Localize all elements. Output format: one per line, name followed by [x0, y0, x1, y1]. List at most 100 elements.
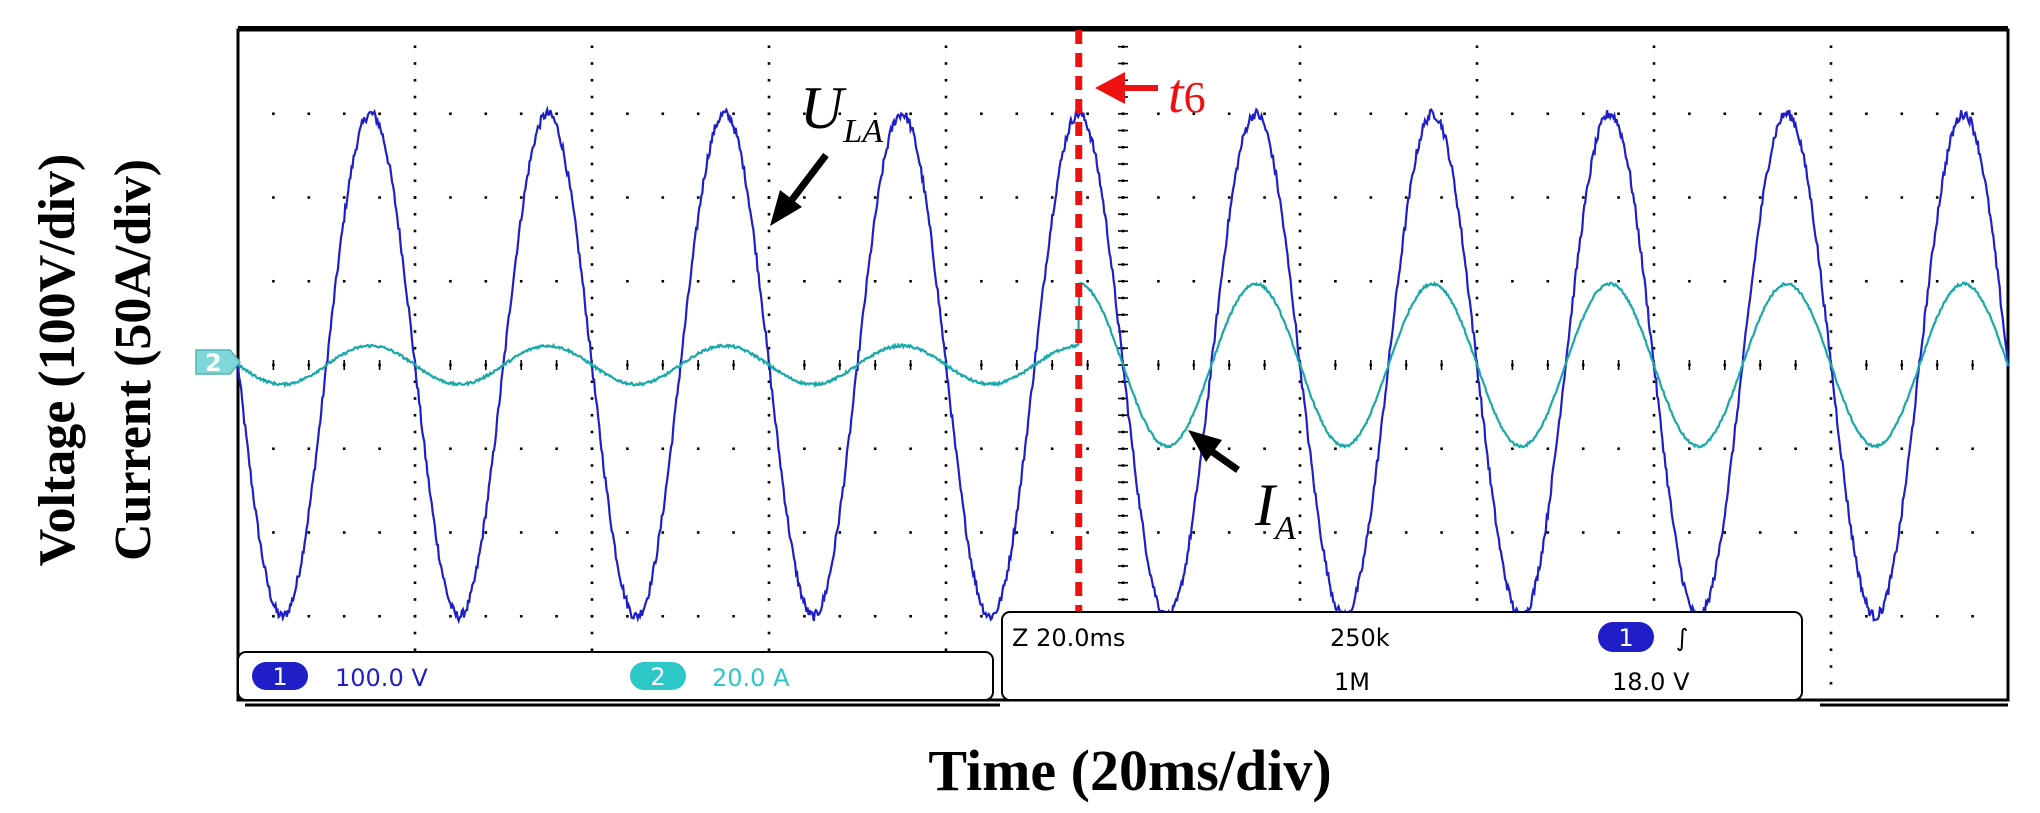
grid-dot-vertical: [590, 413, 594, 417]
grid-dot-horizontal: [1511, 447, 1514, 451]
grid-dot-horizontal: [1440, 447, 1443, 451]
grid-dot-vertical: [590, 581, 594, 585]
y-axis-label: Voltage (100V/div) Current (50A/div): [29, 154, 162, 567]
grid-dot-horizontal: [1581, 531, 1585, 534]
grid-dot-horizontal: [661, 531, 665, 534]
grid-dot-horizontal: [1546, 447, 1550, 451]
grid-dot-vertical: [1829, 598, 1833, 601]
grid-dot-horizontal: [1971, 614, 1974, 618]
grid-dot-horizontal: [555, 447, 558, 451]
grid-dot-horizontal: [626, 447, 629, 451]
grid-dot-horizontal: [1829, 112, 1833, 116]
grid-dot-horizontal: [484, 614, 488, 618]
grid-dot-vertical: [1475, 263, 1479, 266]
grid-dot-horizontal: [449, 279, 452, 283]
grid-dot-horizontal: [980, 112, 983, 116]
grid-dot-vertical: [1829, 212, 1833, 216]
grid-dot-horizontal: [1263, 196, 1266, 199]
grid-dot-vertical: [1475, 95, 1479, 99]
grid-dot-vertical: [1652, 95, 1656, 99]
grid-dot-horizontal: [1581, 447, 1585, 451]
grid-dot-horizontal: [1511, 196, 1514, 199]
grid-dot-vertical: [1829, 631, 1833, 635]
grid-dot-vertical: [590, 296, 594, 300]
grid-dot-horizontal: [909, 447, 912, 451]
grid-dot-horizontal: [696, 112, 700, 116]
grid-dot-vertical: [413, 631, 417, 635]
grid-dot-vertical: [1298, 78, 1302, 82]
grid-dot-horizontal: [590, 447, 594, 451]
grid-dot-vertical: [1652, 598, 1656, 601]
grid-dot-horizontal: [1652, 279, 1656, 283]
grid-dot-vertical: [413, 313, 417, 317]
grid-dot-vertical: [1475, 246, 1479, 250]
grid-dot-horizontal: [1440, 279, 1443, 283]
ch1-badge: [252, 662, 308, 690]
grid-dot-vertical: [1829, 648, 1833, 652]
grid-dot-horizontal: [1157, 196, 1160, 199]
grid-dot-horizontal: [1263, 447, 1266, 451]
grid-dot-vertical: [767, 212, 771, 216]
grid-dot-vertical: [590, 95, 594, 99]
grid-dot-horizontal: [1829, 447, 1833, 451]
grid-dot-vertical: [1475, 497, 1479, 501]
grid-dot-horizontal: [413, 112, 417, 116]
grid-dot-vertical: [590, 162, 594, 166]
grid-dot-vertical: [1652, 62, 1656, 65]
grid-dot-horizontal: [1475, 112, 1479, 116]
grid-dot-horizontal: [1334, 196, 1337, 199]
grid-dot-horizontal: [272, 614, 275, 618]
grid-dot-horizontal: [1440, 196, 1443, 199]
grid-dot-horizontal: [272, 196, 275, 199]
grid-dot-horizontal: [449, 614, 452, 618]
grid-dot-vertical: [767, 397, 771, 400]
grid-dot-horizontal: [1652, 447, 1656, 451]
trigger-channel-label: 1: [1618, 624, 1633, 652]
grid-dot-horizontal: [1015, 279, 1019, 283]
grid-dot-vertical: [944, 581, 948, 585]
grid-dot-vertical: [590, 179, 594, 183]
grid-dot-horizontal: [1688, 447, 1691, 451]
grid-dot-horizontal: [342, 279, 346, 283]
grid-dot-vertical: [944, 212, 948, 216]
grid-dot-vertical: [1298, 45, 1302, 49]
grid-dot-vertical: [1652, 78, 1656, 82]
grid-dot-horizontal: [307, 196, 311, 199]
grid-dot-horizontal: [1015, 447, 1019, 451]
grid-dot-horizontal: [803, 196, 806, 199]
grid-dot-horizontal: [1546, 112, 1550, 116]
grid-dot-vertical: [767, 145, 771, 149]
grid-dot-horizontal: [1015, 531, 1019, 534]
grid-dot-vertical: [413, 145, 417, 149]
grid-dot-vertical: [1298, 480, 1302, 484]
grid-dot-vertical: [767, 581, 771, 585]
grid-dot-vertical: [767, 648, 771, 652]
grid-dot-vertical: [1652, 246, 1656, 250]
grid-dot-horizontal: [1440, 531, 1443, 534]
grid-dot-vertical: [1298, 497, 1302, 501]
grid-dot-horizontal: [1263, 531, 1266, 534]
timebase-label: Z 20.0ms: [1012, 624, 1125, 652]
grid-dot-horizontal: [873, 279, 877, 283]
grid-dot-horizontal: [1900, 196, 1904, 199]
grid-dot-horizontal: [909, 112, 912, 116]
grid-dot-vertical: [1829, 78, 1833, 82]
grid-dot-horizontal: [413, 531, 417, 534]
grid-dot-horizontal: [484, 196, 488, 199]
grid-dot-horizontal: [626, 614, 629, 618]
grid-dot-horizontal: [626, 196, 629, 199]
grid-dot-horizontal: [1971, 447, 1974, 451]
grid-dot-horizontal: [1688, 531, 1691, 534]
grid-dot-vertical: [590, 464, 594, 467]
grid-dot-horizontal: [1157, 279, 1160, 283]
grid-dot-vertical: [1652, 313, 1656, 317]
grid-dot-vertical: [1829, 145, 1833, 149]
grid-dot-horizontal: [342, 196, 346, 199]
grid-dot-horizontal: [272, 531, 275, 534]
x-axis-label: Time (20ms/div): [928, 738, 1331, 803]
grid-dot-vertical: [413, 598, 417, 601]
grid-dot-vertical: [767, 162, 771, 166]
grid-dot-vertical: [413, 464, 417, 467]
grid-dot-horizontal: [838, 279, 842, 283]
grid-dot-vertical: [767, 380, 771, 384]
